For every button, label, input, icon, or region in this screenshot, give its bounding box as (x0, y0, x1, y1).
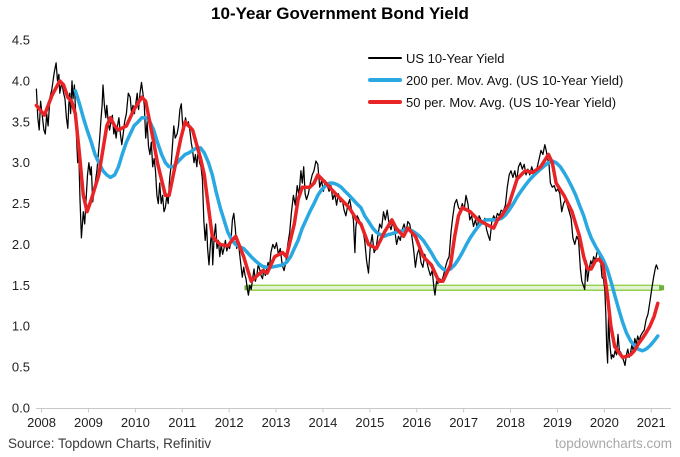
x-axis-label: 2015 (355, 415, 384, 430)
ma50-line-sample (368, 100, 402, 104)
y-axis-label: 2.5 (12, 196, 30, 211)
legend-item-ma50: 50 per. Mov. Avg. (US 10-Year Yield) (368, 91, 623, 113)
support-zone-band (246, 285, 662, 291)
x-axis-label: 2021 (637, 415, 666, 430)
yield-line (35, 62, 659, 367)
x-axis-label: 2010 (121, 415, 150, 430)
support-zone-right-handle (659, 285, 665, 291)
source-attribution: Source: Topdown Charts, Refinitiv (8, 436, 212, 451)
legend-label: US 10-Year Yield (406, 50, 505, 66)
legend-item-yield: US 10-Year Yield (368, 47, 623, 69)
x-axis-label: 2013 (262, 415, 291, 430)
x-axis-label: 2012 (215, 415, 244, 430)
y-axis-label: 4.0 (12, 73, 30, 88)
x-axis-label: 2009 (74, 415, 103, 430)
y-axis-label: 1.5 (12, 278, 30, 293)
y-axis-label: 3.0 (12, 155, 30, 170)
y-axis-label: 4.5 (12, 33, 30, 48)
chart-title: 10-Year Government Bond Yield (211, 4, 469, 23)
legend: US 10-Year Yield 200 per. Mov. Avg. (US … (368, 47, 623, 113)
x-axis-label: 2020 (590, 415, 619, 430)
x-axis-label: 2018 (496, 415, 525, 430)
x-axis-label: 2019 (543, 415, 572, 430)
x-axis-label: 2008 (27, 415, 56, 430)
x-axis-label: 2017 (449, 415, 478, 430)
y-axis-label: 0.0 (12, 401, 30, 416)
website-watermark: topdowncharts.com (554, 436, 672, 451)
ma50-line (34, 79, 660, 360)
legend-label: 50 per. Mov. Avg. (US 10-Year Yield) (406, 94, 617, 110)
y-axis-label: 0.5 (12, 360, 30, 375)
ma200-line-sample (368, 78, 402, 82)
y-axis-label: 3.5 (12, 114, 30, 129)
y-axis-label: 1.0 (12, 319, 30, 334)
yield-line-sample (368, 57, 402, 59)
x-axis-label: 2016 (402, 415, 431, 430)
legend-item-ma200: 200 per. Mov. Avg. (US 10-Year Yield) (368, 69, 623, 91)
y-axis-label: 2.0 (12, 237, 30, 252)
x-axis-label: 2011 (168, 415, 196, 430)
legend-label: 200 per. Mov. Avg. (US 10-Year Yield) (406, 72, 624, 88)
x-axis-label: 2014 (308, 415, 337, 430)
ma200-line (73, 88, 660, 353)
